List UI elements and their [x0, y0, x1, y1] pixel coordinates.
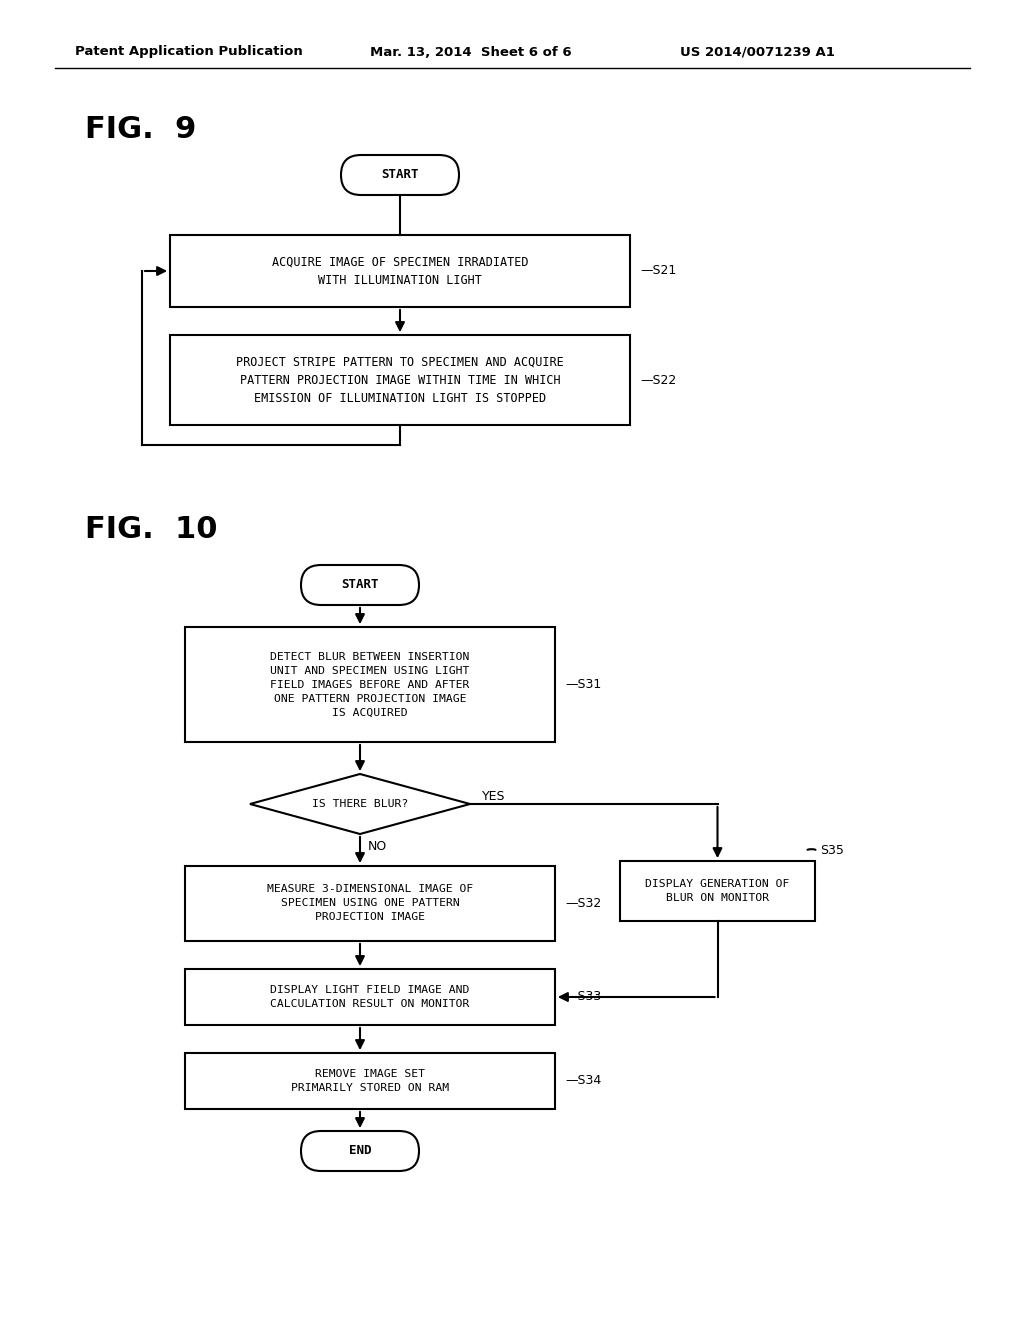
Bar: [170, 235, 630, 308]
Polygon shape: [250, 774, 470, 834]
Text: START: START: [381, 169, 419, 181]
Text: —S21: —S21: [640, 264, 676, 277]
Text: NO: NO: [368, 840, 387, 853]
FancyBboxPatch shape: [301, 1131, 419, 1171]
Bar: [185, 866, 555, 941]
FancyBboxPatch shape: [301, 565, 419, 605]
Text: ACQUIRE IMAGE OF SPECIMEN IRRADIATED
WITH ILLUMINATION LIGHT: ACQUIRE IMAGE OF SPECIMEN IRRADIATED WIT…: [271, 256, 528, 286]
Text: DETECT BLUR BETWEEN INSERTION
UNIT AND SPECIMEN USING LIGHT
FIELD IMAGES BEFORE : DETECT BLUR BETWEEN INSERTION UNIT AND S…: [270, 652, 470, 718]
Text: PROJECT STRIPE PATTERN TO SPECIMEN AND ACQUIRE
PATTERN PROJECTION IMAGE WITHIN T: PROJECT STRIPE PATTERN TO SPECIMEN AND A…: [237, 355, 564, 404]
Text: DISPLAY LIGHT FIELD IMAGE AND
CALCULATION RESULT ON MONITOR: DISPLAY LIGHT FIELD IMAGE AND CALCULATIO…: [270, 985, 470, 1008]
Bar: [185, 969, 555, 1026]
Text: —S22: —S22: [640, 374, 676, 387]
Text: FIG.  9: FIG. 9: [85, 116, 197, 144]
Text: Patent Application Publication: Patent Application Publication: [75, 45, 303, 58]
Bar: [620, 861, 815, 921]
Text: —S31: —S31: [565, 678, 601, 690]
Text: START: START: [341, 578, 379, 591]
Text: END: END: [349, 1144, 372, 1158]
Text: —S33: —S33: [565, 990, 601, 1003]
Text: —S32: —S32: [565, 898, 601, 909]
Text: FIG.  10: FIG. 10: [85, 516, 217, 544]
Text: YES: YES: [482, 789, 506, 803]
Text: —S34: —S34: [565, 1074, 601, 1088]
Text: REMOVE IMAGE SET
PRIMARILY STORED ON RAM: REMOVE IMAGE SET PRIMARILY STORED ON RAM: [291, 1069, 450, 1093]
Text: IS THERE BLUR?: IS THERE BLUR?: [312, 799, 409, 809]
Text: MEASURE 3-DIMENSIONAL IMAGE OF
SPECIMEN USING ONE PATTERN
PROJECTION IMAGE: MEASURE 3-DIMENSIONAL IMAGE OF SPECIMEN …: [267, 884, 473, 923]
Text: DISPLAY GENERATION OF
BLUR ON MONITOR: DISPLAY GENERATION OF BLUR ON MONITOR: [645, 879, 790, 903]
FancyBboxPatch shape: [341, 154, 459, 195]
Bar: [170, 335, 630, 425]
Bar: [185, 1053, 555, 1109]
Text: Mar. 13, 2014  Sheet 6 of 6: Mar. 13, 2014 Sheet 6 of 6: [370, 45, 571, 58]
Text: US 2014/0071239 A1: US 2014/0071239 A1: [680, 45, 835, 58]
Bar: [185, 627, 555, 742]
Text: S35: S35: [820, 845, 844, 858]
